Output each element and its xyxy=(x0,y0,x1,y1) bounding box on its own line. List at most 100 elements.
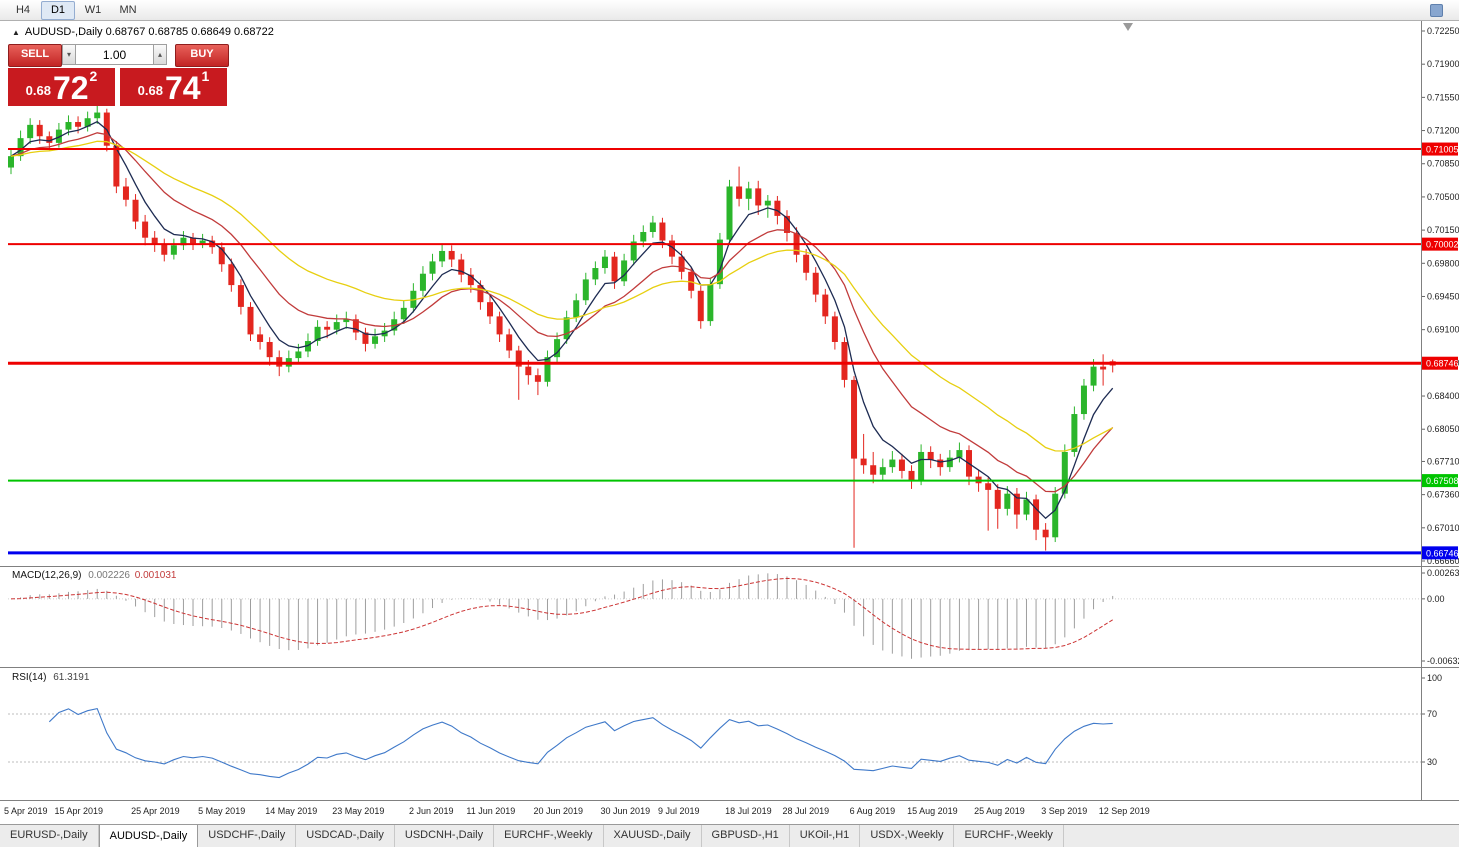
sell-button[interactable]: SELL xyxy=(8,44,62,67)
rsi-label: RSI(14) 61.3191 xyxy=(12,672,89,683)
date-scale[interactable] xyxy=(0,801,1421,823)
svg-text:11 Jun 2019: 11 Jun 2019 xyxy=(466,806,515,816)
period-button-d1[interactable]: D1 xyxy=(41,1,75,20)
svg-text:0.68050: 0.68050 xyxy=(1427,424,1459,434)
tab-usdcnh-daily[interactable]: USDCNH-,Daily xyxy=(395,825,495,847)
chart-ohlc-line: ▲ AUDUSD-,Daily 0.68767 0.68785 0.68649 0… xyxy=(12,26,274,38)
tab-usdcad-daily[interactable]: USDCAD-,Daily xyxy=(296,825,395,847)
svg-text:0.70500: 0.70500 xyxy=(1427,192,1459,202)
svg-text:0.66660: 0.66660 xyxy=(1427,556,1459,566)
buy-price-big: 74 xyxy=(164,70,201,106)
svg-text:28 Jul 2019: 28 Jul 2019 xyxy=(783,806,830,816)
svg-text:30 Jun 2019: 30 Jun 2019 xyxy=(601,806,651,816)
rsi-panel-separator[interactable] xyxy=(0,666,1459,670)
candles-layer xyxy=(8,104,1116,551)
buy-price-pipette: 1 xyxy=(201,68,210,84)
period-button-h4[interactable]: H4 xyxy=(15,4,31,16)
tab-gbpusd-h1[interactable]: GBPUSD-,H1 xyxy=(702,825,790,847)
svg-text:100: 100 xyxy=(1427,673,1442,683)
tab-bar: EURUSD-,Daily AUDUSD-,Daily USDCHF-,Daily U… xyxy=(0,824,1459,847)
svg-text:0.66746: 0.66746 xyxy=(1426,548,1459,558)
symbol-ohlc-text: AUDUSD-,Daily 0.68767 0.68785 0.68649 0.… xyxy=(24,26,274,38)
sell-price-display[interactable]: 0.68 72 2 xyxy=(8,68,115,106)
macd-label: MACD(12,26,9) 0.002226 0.001031 xyxy=(12,570,176,581)
chart-shift-marker xyxy=(1123,23,1133,31)
svg-text:2 Jun 2019: 2 Jun 2019 xyxy=(409,806,454,816)
buy-button[interactable]: BUY xyxy=(175,44,229,67)
svg-text:0.00263: 0.00263 xyxy=(1427,568,1459,578)
ma-fast-line xyxy=(10,120,1114,520)
svg-text:0.71200: 0.71200 xyxy=(1427,126,1459,136)
macd-value-main: 0.002226 xyxy=(88,570,130,581)
svg-text:0.72250: 0.72250 xyxy=(1427,26,1459,36)
macd-title: MACD(12,26,9) xyxy=(12,570,82,581)
svg-text:9 Jul 2019: 9 Jul 2019 xyxy=(658,806,700,816)
rsi-line xyxy=(48,707,1113,779)
svg-text:3 Sep 2019: 3 Sep 2019 xyxy=(1041,806,1087,816)
svg-text:-0.00632: -0.00632 xyxy=(1427,656,1459,666)
collapse-panel-icon[interactable]: ▲ xyxy=(12,28,20,37)
svg-text:0.67508: 0.67508 xyxy=(1426,476,1459,486)
macd-histogram xyxy=(20,573,1114,659)
svg-text:18 Jul 2019: 18 Jul 2019 xyxy=(725,806,772,816)
svg-text:0.68746: 0.68746 xyxy=(1426,359,1459,369)
period-toolbar: H4 D1 W1 MN xyxy=(0,0,1459,21)
buy-price-display[interactable]: 0.68 74 1 xyxy=(120,68,227,106)
period-button-w1[interactable]: W1 xyxy=(84,4,102,16)
svg-text:0.69800: 0.69800 xyxy=(1427,258,1459,268)
tab-ukoil-h1[interactable]: UKOil-,H1 xyxy=(790,825,861,847)
svg-text:20 Jun 2019: 20 Jun 2019 xyxy=(533,806,583,816)
volume-input[interactable] xyxy=(76,44,153,65)
svg-text:70: 70 xyxy=(1427,709,1437,719)
svg-text:0.00: 0.00 xyxy=(1427,594,1445,604)
svg-text:0.67360: 0.67360 xyxy=(1427,490,1459,500)
svg-text:25 Aug 2019: 25 Aug 2019 xyxy=(974,806,1025,816)
tab-eurusd-daily[interactable]: EURUSD-,Daily xyxy=(0,825,99,847)
ma-slow-line xyxy=(10,140,1114,452)
svg-text:5 May 2019: 5 May 2019 xyxy=(198,806,245,816)
rsi-title: RSI(14) xyxy=(12,672,47,683)
tab-eurchf-weekly[interactable]: EURCHF-,Weekly xyxy=(954,825,1064,847)
svg-text:0.69100: 0.69100 xyxy=(1427,325,1459,335)
svg-text:30: 30 xyxy=(1427,757,1437,767)
svg-text:0.67010: 0.67010 xyxy=(1427,523,1459,533)
svg-text:25 Apr 2019: 25 Apr 2019 xyxy=(131,806,180,816)
sell-price-prefix: 0.68 xyxy=(25,83,51,98)
svg-text:6 Aug 2019: 6 Aug 2019 xyxy=(850,806,896,816)
chart-canvas[interactable]: 0.72250 0.71900 0.71550 0.71200 0.70850 0.705… xyxy=(0,20,1459,824)
svg-text:0.71550: 0.71550 xyxy=(1427,92,1459,102)
svg-text:0.71005: 0.71005 xyxy=(1426,145,1459,155)
price-scale[interactable] xyxy=(1422,20,1459,801)
volume-decrease-button[interactable]: ▾ xyxy=(62,44,76,65)
svg-text:15 Apr 2019: 15 Apr 2019 xyxy=(54,806,103,816)
period-buttons-group: H4 D1 W1 MN xyxy=(6,1,145,20)
sell-price-big: 72 xyxy=(52,70,89,106)
tab-eurchf-weekly[interactable]: EURCHF-,Weekly xyxy=(494,825,604,847)
svg-text:12 Sep 2019: 12 Sep 2019 xyxy=(1099,806,1150,816)
svg-text:14 May 2019: 14 May 2019 xyxy=(265,806,317,816)
svg-text:0.67710: 0.67710 xyxy=(1427,456,1459,466)
volume-increase-button[interactable]: ▴ xyxy=(153,44,167,65)
macd-value-signal: 0.001031 xyxy=(134,570,177,581)
svg-text:5 Apr 2019: 5 Apr 2019 xyxy=(4,806,48,816)
macd-panel-separator[interactable] xyxy=(0,565,1459,569)
rsi-value: 61.3191 xyxy=(53,672,90,683)
sell-price-pipette: 2 xyxy=(89,68,98,84)
svg-text:0.70150: 0.70150 xyxy=(1427,225,1459,235)
ma-mid-line xyxy=(10,132,1114,493)
svg-text:0.71900: 0.71900 xyxy=(1427,59,1459,69)
tab-usdchf-daily[interactable]: USDCHF-,Daily xyxy=(198,825,297,847)
tab-xauusd-daily[interactable]: XAUUSD-,Daily xyxy=(604,825,702,847)
svg-text:0.70002: 0.70002 xyxy=(1426,240,1459,250)
svg-text:15 Aug 2019: 15 Aug 2019 xyxy=(907,806,958,816)
svg-text:0.69450: 0.69450 xyxy=(1427,291,1459,301)
tab-usdx-weekly[interactable]: USDX-,Weekly xyxy=(860,825,955,847)
period-button-mn[interactable]: MN xyxy=(119,4,137,16)
macd-signal-line xyxy=(10,577,1113,650)
toolbar-more-icon[interactable] xyxy=(1430,4,1443,17)
svg-text:0.70850: 0.70850 xyxy=(1427,159,1459,169)
tab-audusd-daily[interactable]: AUDUSD-,Daily xyxy=(98,824,199,847)
svg-text:0.68400: 0.68400 xyxy=(1427,391,1459,401)
